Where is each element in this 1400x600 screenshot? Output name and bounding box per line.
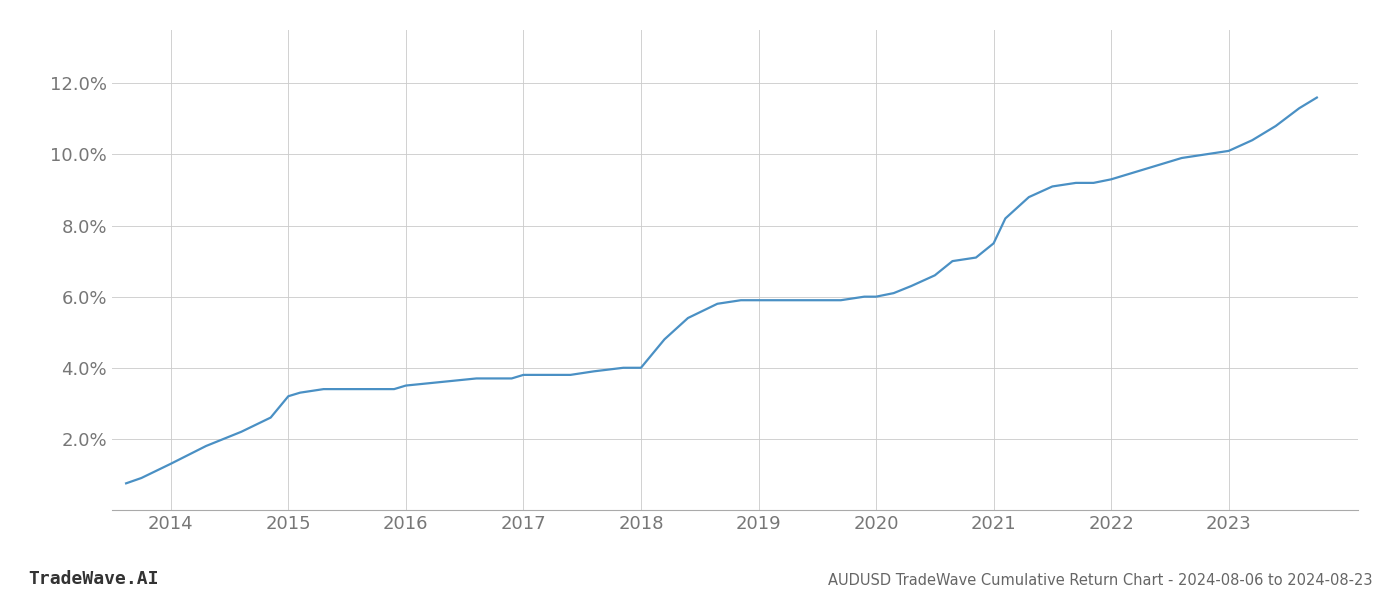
Text: AUDUSD TradeWave Cumulative Return Chart - 2024-08-06 to 2024-08-23: AUDUSD TradeWave Cumulative Return Chart… bbox=[827, 573, 1372, 588]
Text: TradeWave.AI: TradeWave.AI bbox=[28, 570, 158, 588]
